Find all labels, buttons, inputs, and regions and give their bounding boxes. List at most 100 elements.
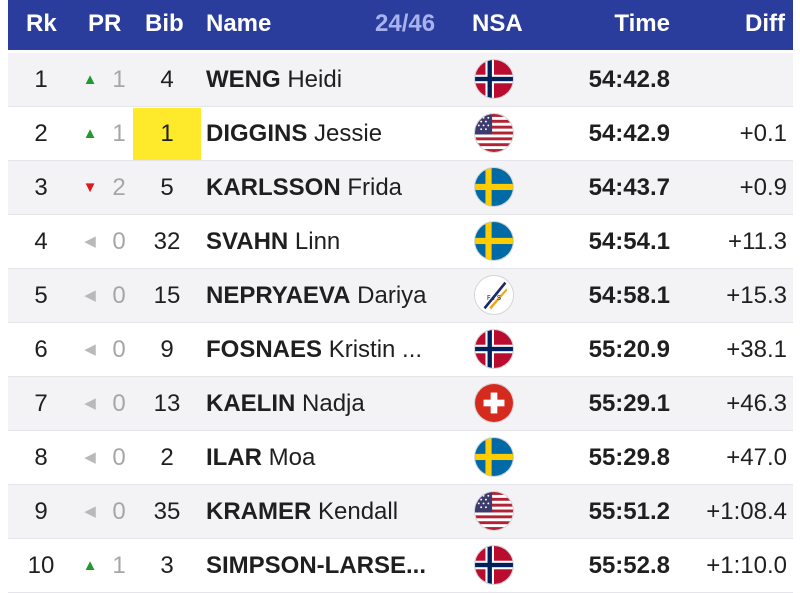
header-time[interactable]: Time xyxy=(614,10,670,37)
table-row[interactable]: 8 ◀ 0 2 ILAR Moa 55:29.8 +47.0 xyxy=(8,431,793,485)
time-cell: 54:42.9 xyxy=(588,120,670,147)
rank-cell: 7 xyxy=(34,390,48,417)
athlete-first-name: Dariya xyxy=(357,282,427,309)
time-cell: 55:29.8 xyxy=(588,444,670,471)
athlete-last-name: NEPRYAEVA xyxy=(206,282,351,309)
header-result-count: 24/46 xyxy=(375,10,436,37)
header-position-change[interactable]: PR xyxy=(88,10,122,37)
bib-cell: 5 xyxy=(160,174,174,201)
bib-cell: 2 xyxy=(160,444,174,471)
athlete-last-name: DIGGINS xyxy=(206,120,308,147)
header-diff[interactable]: Diff xyxy=(745,10,785,37)
athlete-first-name: Kristin ... xyxy=(328,336,423,363)
athlete-name[interactable]: DIGGINS Jessie xyxy=(206,107,464,160)
table-header: Rk PR Bib Name 24/46 NSA Time Diff xyxy=(8,0,793,50)
athlete-first-name: Nadja xyxy=(302,390,365,417)
position-same-icon: ◀ xyxy=(84,233,96,250)
position-up-icon: ▲ xyxy=(82,125,98,142)
position-change-cell: 0 xyxy=(112,282,126,309)
rank-cell: 3 xyxy=(34,174,48,201)
diff-cell xyxy=(677,53,787,106)
diff-cell: +11.3 xyxy=(728,228,787,255)
diff-cell: +0.9 xyxy=(739,174,787,201)
position-same-icon: ◀ xyxy=(84,395,96,412)
position-same-icon: ◀ xyxy=(84,341,96,358)
table-row[interactable]: 4 ◀ 0 32 SVAHN Linn 54:54.1 +11.3 xyxy=(8,215,793,269)
time-cell: 55:52.8 xyxy=(588,552,670,579)
header-bib[interactable]: Bib xyxy=(145,10,184,37)
table-row[interactable]: 7 ◀ 0 13 KAELIN Nadja 55:29.1 +46.3 xyxy=(8,377,793,431)
sweden-flag-icon xyxy=(474,167,514,207)
position-same-icon: ◀ xyxy=(84,449,96,466)
sweden-flag-icon xyxy=(474,437,514,477)
diff-cell: +38.1 xyxy=(726,336,787,363)
athlete-first-name: Moa xyxy=(268,444,316,471)
athlete-last-name: ILAR xyxy=(206,444,262,471)
athlete-last-name: FOSNAES xyxy=(206,336,323,363)
position-same-icon: ◀ xyxy=(84,287,96,304)
position-change-cell: 1 xyxy=(112,552,126,579)
position-down-icon: ▼ xyxy=(82,179,98,196)
bib-cell: 15 xyxy=(153,282,181,309)
time-cell: 55:51.2 xyxy=(588,498,670,525)
athlete-name[interactable]: SVAHN Linn xyxy=(206,215,464,268)
rank-cell: 2 xyxy=(34,120,48,147)
table-row[interactable]: 10 ▲ 1 3 SIMPSON-LARSE... 55:52.8 +1:10.0 xyxy=(8,539,793,593)
bib-cell: 4 xyxy=(160,66,174,93)
athlete-name[interactable]: KRAMER Kendall xyxy=(206,485,464,538)
athlete-last-name: SVAHN xyxy=(206,228,289,255)
usa-flag-icon xyxy=(474,491,514,531)
rank-cell: 9 xyxy=(34,498,48,525)
usa-flag-icon xyxy=(474,113,514,153)
fis-logo-icon: F I S xyxy=(474,275,514,315)
header-rank[interactable]: Rk xyxy=(26,10,57,37)
table-row[interactable]: 3 ▼ 2 5 KARLSSON Frida 54:43.7 +0.9 xyxy=(8,161,793,215)
rank-cell: 5 xyxy=(34,282,48,309)
athlete-name[interactable]: SIMPSON-LARSE... xyxy=(206,539,464,592)
bib-cell: 35 xyxy=(153,498,181,525)
athlete-first-name: Frida xyxy=(347,174,403,201)
athlete-first-name: Kendall xyxy=(318,498,399,525)
rank-cell: 4 xyxy=(34,228,48,255)
diff-cell: +1:08.4 xyxy=(706,498,787,525)
bib-cell: 1 xyxy=(133,108,201,160)
time-cell: 54:58.1 xyxy=(588,282,670,309)
rank-cell: 10 xyxy=(27,552,55,579)
time-cell: 54:54.1 xyxy=(588,228,670,255)
table-row[interactable]: 5 ◀ 0 15 NEPRYAEVA Dariya F I S 54:58.1 +15.3 xyxy=(8,269,793,323)
athlete-name[interactable]: NEPRYAEVA Dariya xyxy=(206,269,464,322)
bib-cell: 32 xyxy=(153,228,181,255)
norway-flag-icon xyxy=(474,59,514,99)
table-row[interactable]: 2 ▲ 1 1 DIGGINS Jessie 54:42.9 +0.1 xyxy=(8,107,793,161)
athlete-name[interactable]: WENG Heidi xyxy=(206,53,464,106)
position-same-icon: ◀ xyxy=(84,503,96,520)
athlete-name[interactable]: FOSNAES Kristin ... xyxy=(206,323,464,376)
position-change-cell: 1 xyxy=(112,120,126,147)
athlete-last-name: KAELIN xyxy=(206,390,296,417)
athlete-last-name: KARLSSON xyxy=(206,174,341,201)
bib-cell: 13 xyxy=(153,390,181,417)
header-name[interactable]: Name xyxy=(206,10,272,37)
rank-cell: 8 xyxy=(34,444,48,471)
athlete-name[interactable]: KAELIN Nadja xyxy=(206,377,464,430)
diff-cell: +46.3 xyxy=(726,390,787,417)
bib-cell: 3 xyxy=(160,552,174,579)
diff-cell: +1:10.0 xyxy=(706,552,787,579)
athlete-first-name: Heidi xyxy=(287,66,343,93)
diff-cell: +15.3 xyxy=(726,282,787,309)
athlete-last-name: SIMPSON-LARSE... xyxy=(206,552,427,579)
table-row[interactable]: 9 ◀ 0 35 KRAMER Kendall 55:51.2 +1:08.4 xyxy=(8,485,793,539)
header-nsa[interactable]: NSA xyxy=(472,10,523,37)
athlete-last-name: WENG xyxy=(206,66,281,93)
table-row[interactable]: 1 ▲ 1 4 WENG Heidi 54:42.8 xyxy=(8,53,793,107)
time-cell: 55:20.9 xyxy=(588,336,670,363)
rank-cell: 6 xyxy=(34,336,48,363)
position-change-cell: 0 xyxy=(112,444,126,471)
athlete-first-name: Linn xyxy=(294,228,341,255)
athlete-name[interactable]: KARLSSON Frida xyxy=(206,161,464,214)
diff-cell: +47.0 xyxy=(726,444,787,471)
position-change-cell: 0 xyxy=(112,336,126,363)
athlete-name[interactable]: ILAR Moa xyxy=(206,431,464,484)
table-row[interactable]: 6 ◀ 0 9 FOSNAES Kristin ... 55:20.9 +38.1 xyxy=(8,323,793,377)
norway-flag-icon xyxy=(474,329,514,369)
